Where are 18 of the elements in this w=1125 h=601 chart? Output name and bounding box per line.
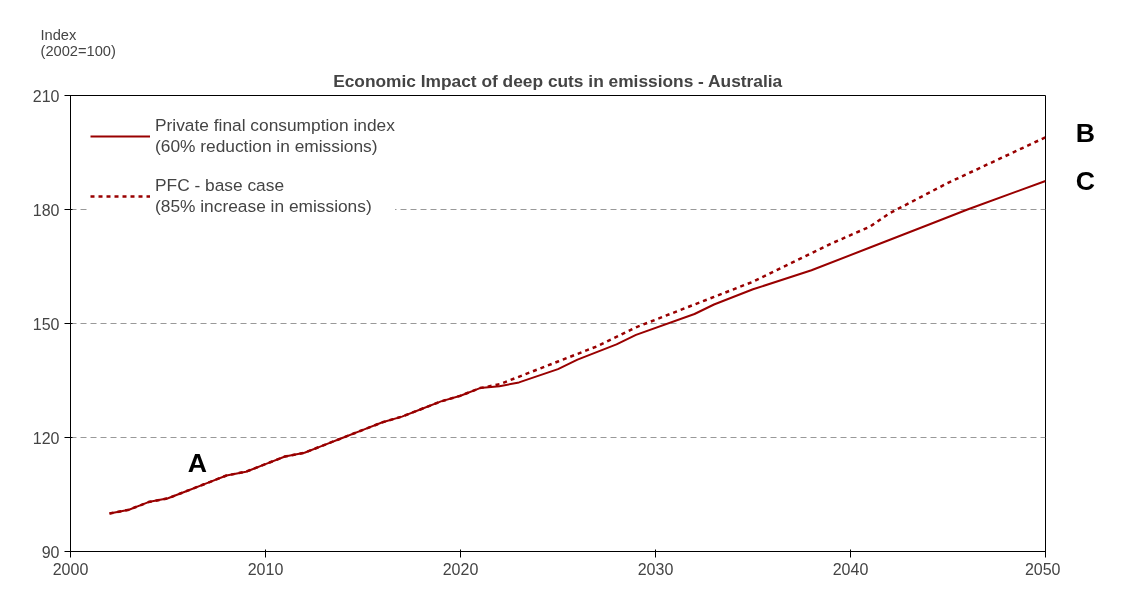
x-tick-label: 2030 [637, 560, 674, 578]
y-tick-label: 150 [32, 315, 60, 333]
x-tick-label: 2000 [52, 560, 89, 578]
text: B [1075, 118, 1096, 149]
y-tick-label: 180 [32, 201, 60, 219]
y-tick-label: 90 [41, 543, 60, 561]
legend-label: Private final consumption index (60% reduction in emissions) [155, 115, 395, 157]
x-tick-label: 2040 [832, 560, 869, 578]
x-tick-label: 2010 [247, 560, 284, 578]
y-tick-label: 120 [32, 429, 60, 447]
chart-title: Economic Impact of deep cuts in emissions - Australia [333, 70, 783, 91]
legend-label: PFC - base case (85% increase in emissions) [155, 175, 372, 217]
x-tick-label: 2020 [442, 560, 479, 578]
annotation: A [187, 447, 208, 478]
y-tick-label: 210 [32, 87, 60, 105]
x-tick-label: 2050 [1024, 560, 1061, 578]
text: C [1075, 166, 1096, 196]
y-axis-title: Index (2002=100) [40, 26, 116, 59]
